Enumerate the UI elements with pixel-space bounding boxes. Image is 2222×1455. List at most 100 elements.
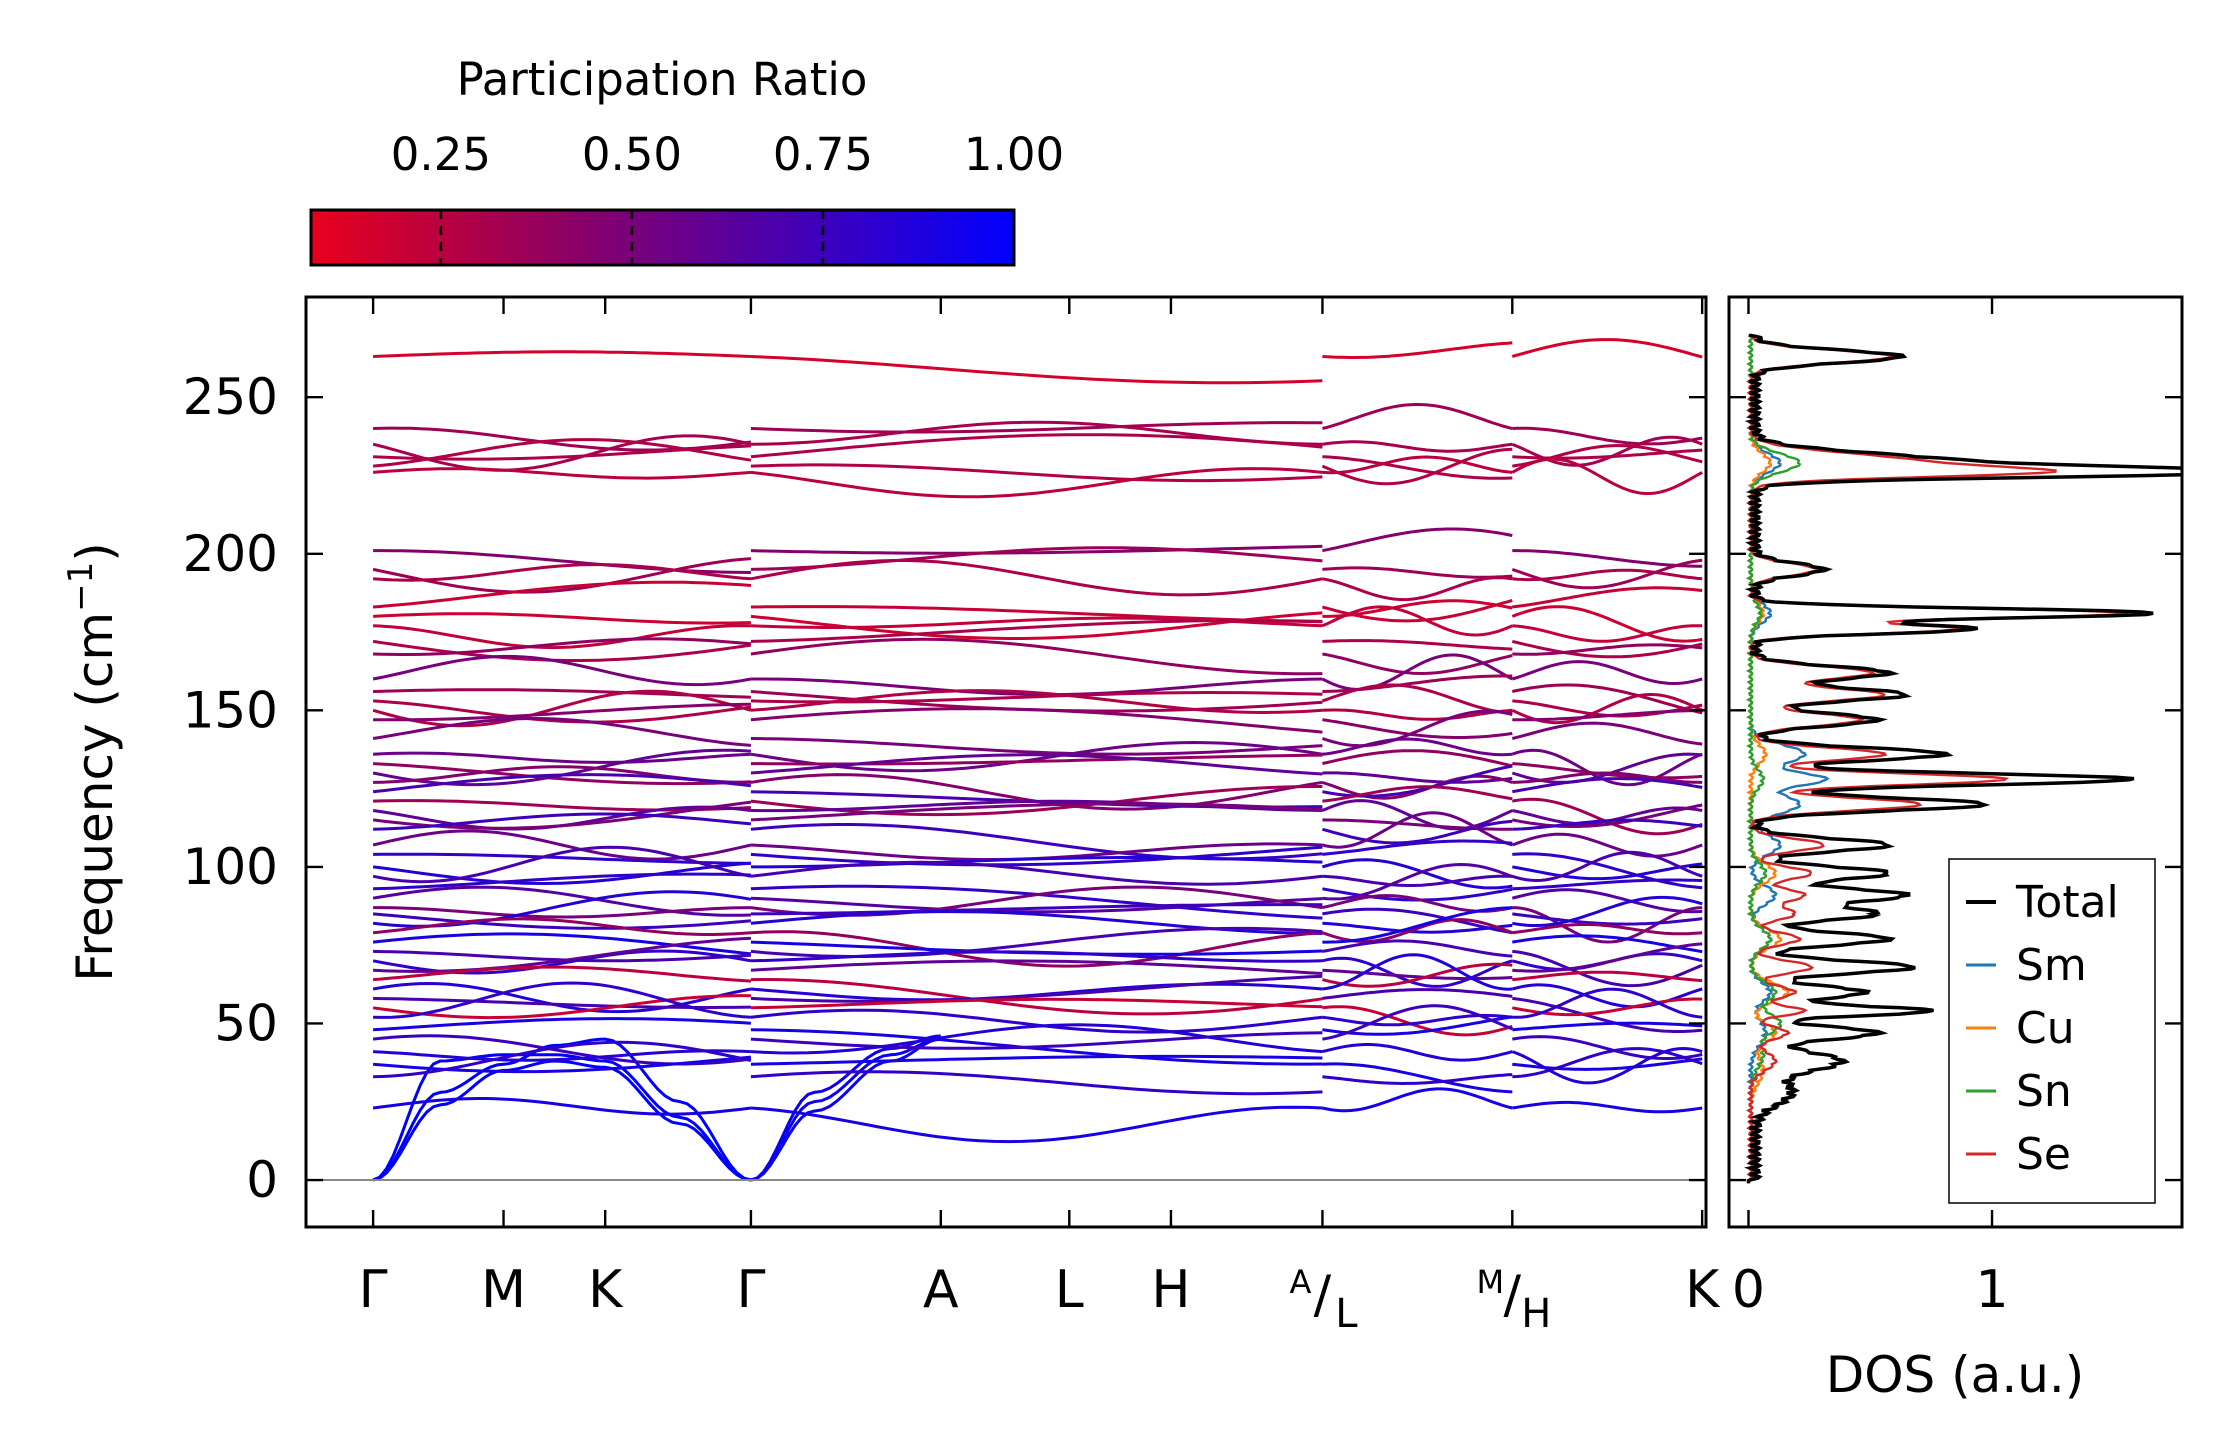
optical-branch	[372, 434, 752, 472]
legend-label: Cu	[2016, 1003, 2075, 1054]
colorbar-title: Participation Ratio	[457, 53, 868, 106]
kpoint-label: L	[1055, 1260, 1084, 1320]
optical-branch	[1512, 1035, 1703, 1060]
kpoint-label: K	[1685, 1260, 1721, 1320]
kpoint-label: M	[481, 1260, 526, 1320]
optical-branch	[373, 812, 752, 831]
optical-branch	[1322, 988, 1513, 1000]
optical-branch	[1512, 996, 1703, 1033]
optical-branch	[373, 872, 751, 891]
optical-branch	[372, 1097, 752, 1116]
kpoint-label-sub: L	[1335, 1291, 1358, 1337]
ylabel-superscript: −1	[61, 562, 101, 612]
optical-branch	[1512, 803, 1703, 828]
kpoint-label-slash: /	[1504, 1265, 1522, 1325]
optical-branch	[1322, 749, 1513, 768]
optical-branch	[750, 740, 1323, 773]
optical-branch	[1512, 895, 1703, 927]
optical-branch	[1322, 1073, 1513, 1086]
optical-branch	[1322, 962, 1513, 988]
optical-branch	[372, 557, 752, 594]
kpoint-label-super: A	[1289, 1263, 1311, 1301]
legend-label: Se	[2016, 1129, 2071, 1180]
optical-branch	[373, 444, 751, 461]
band-ytick-label: 0	[246, 1151, 278, 1209]
kpoint-label: Γ	[359, 1260, 388, 1320]
optical-branch	[1322, 956, 1513, 988]
optical-branch	[1322, 939, 1513, 958]
optical-branch	[373, 350, 751, 358]
kpoint-label-super: M	[1476, 1263, 1504, 1301]
optical-branch	[372, 467, 752, 480]
optical-branch	[1512, 818, 1703, 831]
legend-box	[1948, 858, 2156, 1204]
optical-branch	[1512, 771, 1703, 784]
optical-branch	[373, 637, 752, 656]
optical-branch	[750, 1031, 1323, 1050]
dos-legend: Total Sm Cu Sn Se	[1948, 858, 2156, 1204]
optical-branch	[1512, 852, 1703, 890]
band-ylabel: Frequency (cm−1)	[61, 542, 124, 982]
optical-branch	[1512, 426, 1703, 446]
optical-branch	[1512, 1100, 1703, 1114]
optical-branch	[1512, 568, 1703, 582]
optical-branch	[373, 1017, 751, 1032]
optical-branch	[1512, 624, 1703, 643]
optical-branch	[750, 959, 1323, 975]
optical-branch	[750, 1008, 1323, 1034]
optical-branch	[750, 1070, 1323, 1096]
optical-branch	[1512, 942, 1703, 973]
optical-branch	[1512, 922, 1703, 936]
legend-label: Sn	[2016, 1066, 2072, 1117]
band-ytick-label: 250	[183, 368, 278, 426]
dos-xlabel: DOS (a.u.)	[1826, 1346, 2085, 1404]
optical-branch	[1322, 455, 1513, 480]
optical-branch	[750, 677, 1323, 697]
optical-branch	[1322, 1004, 1513, 1041]
optical-branch	[750, 737, 1323, 756]
optical-branch	[1511, 888, 1703, 914]
optical-branch	[1512, 906, 1703, 944]
optical-branch	[1511, 832, 1703, 858]
optical-branch	[1321, 709, 1513, 748]
acoustic-branch	[372, 1037, 752, 1182]
ylabel-close: )	[66, 542, 124, 562]
optical-branch	[1322, 921, 1513, 934]
optical-branch	[1322, 874, 1513, 887]
optical-branch	[372, 654, 752, 687]
optical-branch	[373, 624, 751, 650]
optical-branch	[750, 997, 1323, 1010]
optical-branch	[1322, 1087, 1513, 1113]
optical-branch	[1321, 605, 1513, 637]
optical-branch	[750, 1105, 1323, 1144]
kpoint-label-slash: /	[1314, 1265, 1332, 1325]
optical-branch	[372, 885, 751, 917]
optical-branch	[373, 852, 751, 865]
optical-branch	[750, 467, 1323, 499]
optical-branch	[1512, 549, 1703, 568]
optical-branch	[373, 1049, 751, 1062]
optical-branch	[373, 549, 751, 574]
optical-branch	[1321, 799, 1513, 831]
optical-branch	[372, 829, 752, 861]
optical-branch	[1322, 1005, 1513, 1037]
optical-branch	[373, 1040, 752, 1079]
colorbar-tick-label: 0.75	[773, 128, 873, 181]
band-y-ticks: 0 50 100 150 200 250	[183, 368, 1706, 1209]
ylabel-text: Frequency (cm	[66, 612, 124, 982]
dos-frame	[1727, 295, 2184, 1229]
optical-branch	[1511, 748, 1703, 787]
optical-branch	[750, 433, 1323, 459]
dos-xtick-label: 1	[1975, 1260, 2008, 1320]
kpoint-label-sub: H	[1521, 1291, 1551, 1337]
kpoint-label: Γ	[736, 1260, 765, 1320]
optical-branch	[750, 689, 1323, 715]
optical-branch	[1322, 599, 1513, 618]
optical-branch	[750, 690, 1323, 704]
optical-branch	[1322, 907, 1513, 935]
optical-branch	[1322, 839, 1513, 856]
acoustic-branch	[372, 1059, 752, 1182]
optical-branch	[1322, 953, 1513, 991]
